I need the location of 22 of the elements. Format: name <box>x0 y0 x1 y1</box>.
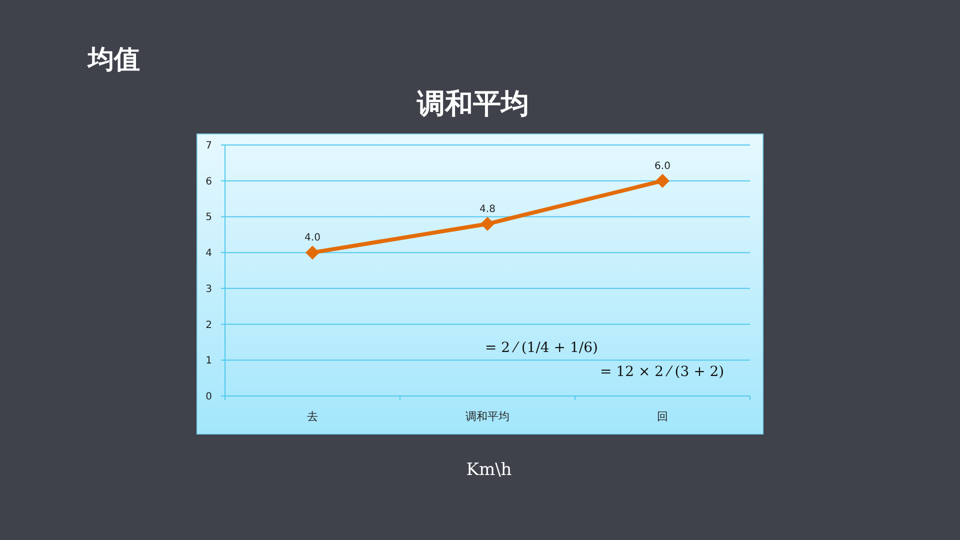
x-tick-label: 回 <box>657 410 668 423</box>
x-tick-label: 去 <box>307 410 318 423</box>
point <box>306 246 320 260</box>
y-tick-label: 4 <box>206 248 212 260</box>
y-tick-label: 5 <box>206 212 212 224</box>
point <box>656 174 670 188</box>
x-axis-title: Km\h <box>466 460 512 480</box>
chart-title: 调和平均 <box>416 87 529 120</box>
annotation: = 12 × 2 ⁄ (3 + 2) <box>600 364 724 380</box>
y-tick-label: 0 <box>206 392 212 402</box>
x-tick-label: 调和平均 <box>466 410 510 423</box>
annotation: = 2 ⁄ (1/4 + 1/6) <box>485 340 598 356</box>
y-tick-label: 2 <box>206 320 212 331</box>
data-label: 4.8 <box>480 204 496 215</box>
chart-subtitle: 均值 <box>86 45 140 75</box>
y-tick-label: 7 <box>206 140 212 152</box>
y-tick-label: 1 <box>206 356 212 367</box>
data-label: 6.0 <box>654 160 670 172</box>
point <box>480 216 494 231</box>
data-label: 4.0 <box>304 232 320 244</box>
y-tick-label: 3 <box>206 284 212 295</box>
y-tick-label: 6 <box>206 176 212 188</box>
